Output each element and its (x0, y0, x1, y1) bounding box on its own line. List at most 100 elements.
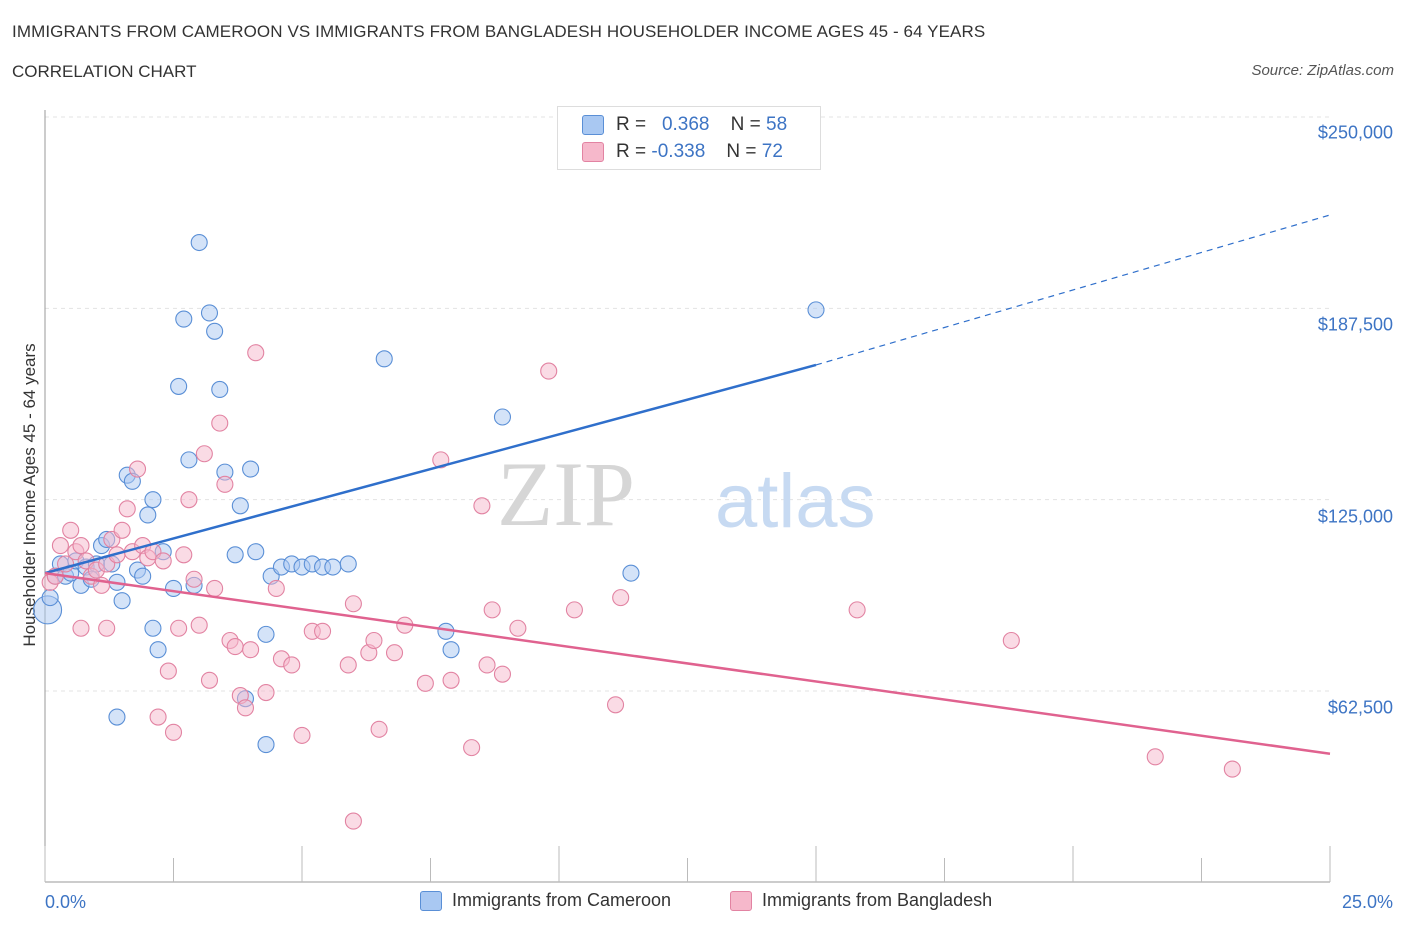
bangladesh-point (473, 497, 491, 515)
bangladesh-point (242, 641, 260, 659)
n-label: N = (730, 114, 761, 135)
bangladesh-point (267, 579, 285, 597)
cameroon-point (164, 579, 183, 597)
cameroon-point (41, 589, 59, 607)
watermark-zip: ZIP (497, 443, 635, 545)
cameroon-point (257, 736, 275, 754)
cameroon-point (324, 558, 342, 576)
bangladesh-point (113, 521, 131, 539)
bangladesh-swatch (582, 142, 604, 162)
bangladesh-point (170, 619, 188, 637)
bangladesh-point (62, 521, 80, 539)
cameroon-point (375, 350, 393, 368)
bangladesh-point (72, 537, 90, 555)
bangladesh-point (344, 595, 362, 613)
cameroon-point (442, 641, 460, 659)
cameroon-point (170, 377, 188, 395)
bangladesh-point (283, 656, 301, 674)
bangladesh-point (509, 619, 527, 637)
correlation-legend: R = 0.368 N = 58 R = -0.338 N = 72 (557, 106, 821, 170)
cameroon-point (242, 460, 260, 478)
legend-item-cameroon[interactable]: Immigrants from Cameroon (420, 890, 671, 911)
r-label: R = (616, 114, 647, 135)
bangladesh-point (493, 665, 512, 683)
cameroon-point (144, 491, 162, 509)
cameroon-point (339, 555, 357, 573)
n-label: N = (726, 141, 757, 162)
bangladesh-point (606, 696, 625, 714)
legend-item-bangladesh[interactable]: Immigrants from Bangladesh (730, 890, 992, 911)
y-tick-label: $250,000 (1317, 122, 1393, 143)
bangladesh-point (848, 601, 866, 619)
cameroon-point (226, 546, 244, 564)
cameroon-swatch (420, 890, 442, 911)
cameroon-point (622, 564, 640, 582)
bangladesh-point (478, 656, 496, 674)
bangladesh-point (540, 362, 558, 380)
bangladesh-point (463, 739, 481, 757)
cameroon-point (149, 641, 167, 659)
source-label: Source: ZipAtlas.com (1251, 62, 1394, 79)
bangladesh-point (159, 662, 177, 680)
chart-title: IMMIGRANTS FROM CAMEROON VS IMMIGRANTS F… (12, 22, 986, 41)
cameroon-trend-extension (815, 214, 1331, 366)
n-value: 58 (766, 114, 788, 135)
cameroon-point (144, 619, 162, 637)
bangladesh-point (314, 622, 332, 640)
cameroon-trend-line (44, 363, 817, 575)
legend-row-cameroon: R = 0.368 N = 58 (582, 113, 787, 137)
bangladesh-point (211, 414, 229, 432)
bangladesh-point (1223, 760, 1241, 778)
cameroon-point (206, 322, 224, 340)
bangladesh-point (257, 683, 275, 702)
r-label: R = (616, 141, 647, 162)
bangladesh-point (432, 451, 450, 469)
watermark-atlas: atlas (715, 459, 876, 544)
y-tick-label: $62,500 (1327, 697, 1393, 718)
legend-label: Immigrants from Cameroon (452, 890, 672, 910)
bangladesh-point (128, 460, 147, 478)
cameroon-point (211, 380, 229, 399)
bangladesh-point (200, 671, 219, 689)
bangladesh-point (175, 546, 193, 564)
bangladesh-swatch (730, 890, 752, 911)
bangladesh-point (190, 616, 208, 634)
cameroon-point (190, 233, 208, 252)
bangladesh-point (293, 726, 311, 744)
chart-subtitle: CORRELATION CHART (12, 62, 197, 81)
x-tick-label: 0.0% (45, 892, 87, 912)
bangladesh-point (51, 537, 69, 555)
bangladesh-point (216, 475, 234, 493)
r-value: -0.338 (651, 141, 706, 162)
cameroon-point (180, 451, 198, 469)
legend-row-bangladesh: R = -0.338 N = 72 (582, 140, 783, 164)
bangladesh-point (236, 699, 255, 717)
bangladesh-point (247, 344, 265, 362)
bangladesh-point (164, 723, 183, 741)
bangladesh-point (72, 619, 90, 637)
cameroon-point (247, 543, 265, 561)
bangladesh-point (195, 445, 213, 463)
cameroon-point (257, 625, 275, 643)
bangladesh-point (1002, 631, 1020, 650)
bangladesh-point (442, 671, 460, 689)
r-value: 0.368 (661, 114, 710, 135)
cameroon-point (493, 408, 512, 426)
cameroon-point (113, 592, 131, 610)
cameroon-swatch (582, 115, 604, 135)
bangladesh-point (206, 579, 224, 597)
n-value: 72 (761, 141, 783, 162)
bangladesh-point (118, 500, 136, 518)
bangladesh-point (180, 491, 198, 509)
bangladesh-point (344, 812, 362, 830)
bangladesh-point (365, 631, 383, 650)
bangladesh-point (565, 601, 583, 619)
y-tick-label: $187,500 (1317, 314, 1393, 335)
bangladesh-trend-line (44, 571, 1331, 755)
bangladesh-point (1146, 748, 1164, 766)
cameroon-point (108, 708, 126, 726)
cameroon-point (807, 301, 825, 319)
x-tick-label: 25.0% (1341, 892, 1393, 912)
cameroon-point (200, 304, 219, 322)
